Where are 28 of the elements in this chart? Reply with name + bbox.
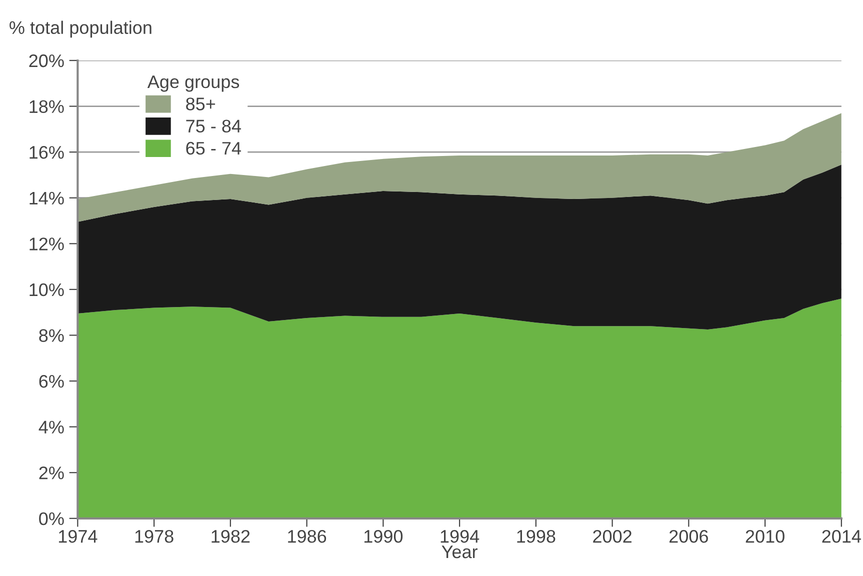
y-tick-label: 0% (39, 512, 64, 526)
x-tick-label: 1986 (288, 530, 326, 543)
y-tick-label: 14% (30, 192, 64, 205)
y-tick-label: 8% (39, 329, 64, 342)
x-tick-label: 2006 (670, 530, 708, 543)
x-axis-title: Year (442, 546, 478, 558)
x-tick-label: 1974 (58, 530, 98, 543)
y-tick-label: 12% (30, 238, 64, 250)
x-tick-label: 2002 (593, 530, 632, 543)
legend-label: 75 - 84 (186, 120, 241, 133)
y-tick-label: 18% (30, 100, 64, 113)
x-tick-label: 2014 (822, 530, 861, 543)
x-tick-label: 2010 (746, 530, 784, 543)
y-tick-label: 10% (30, 283, 64, 296)
x-tick-label: 1978 (135, 530, 174, 543)
y-axis-title: % total population (10, 20, 152, 38)
x-tick-label: 1982 (212, 530, 250, 543)
x-tick-label: 1998 (517, 530, 556, 543)
x-tick-label: 1990 (364, 530, 403, 543)
legend-label: 65 - 74 (186, 142, 241, 155)
y-tick-label: 20% (29, 54, 64, 68)
y-tick-label: 16% (30, 146, 64, 159)
legend-title: Age groups (147, 76, 240, 92)
y-tick-label: 4% (38, 420, 64, 434)
y-tick-label: 2% (39, 466, 64, 480)
legend-label: 85+ (186, 98, 216, 110)
y-tick-label: 6% (39, 374, 64, 388)
x-tick-label: 1994 (440, 530, 480, 543)
